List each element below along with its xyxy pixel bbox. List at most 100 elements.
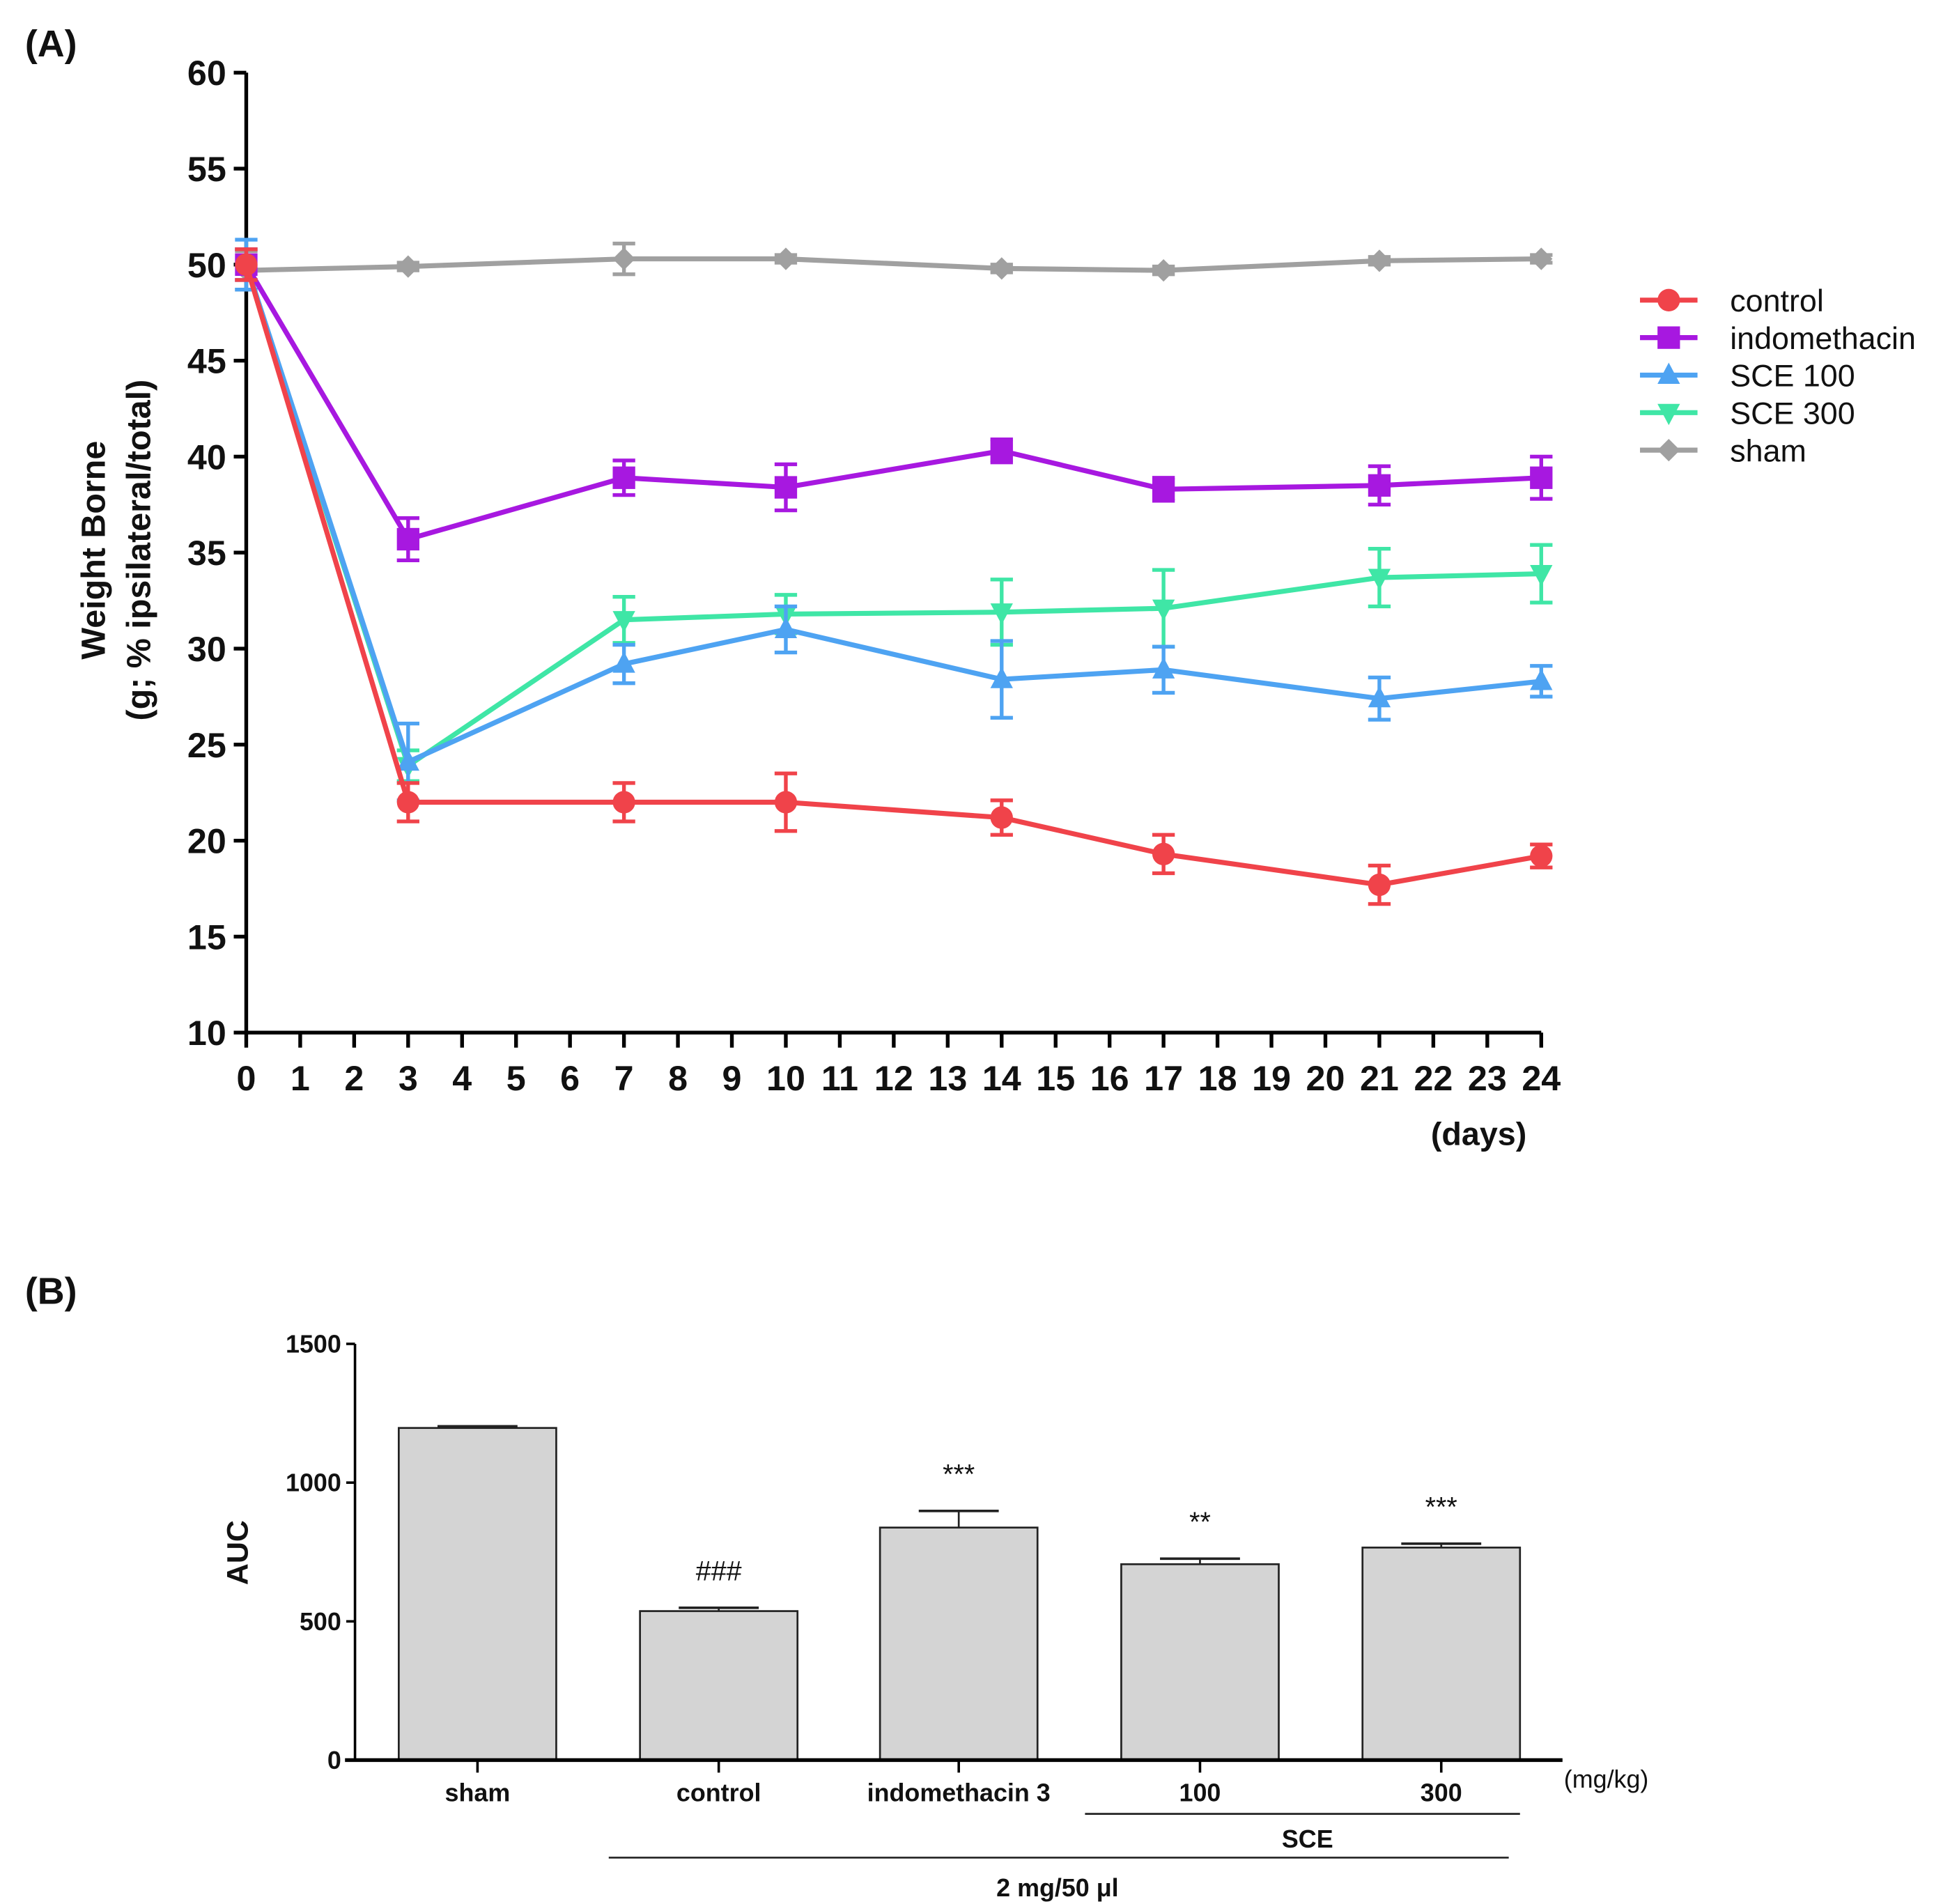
legend-marker — [1657, 438, 1680, 462]
series-line — [246, 256, 1542, 273]
data-point — [396, 791, 419, 814]
data-point — [612, 466, 635, 489]
bar — [639, 1610, 799, 1761]
y-tick-label: 500 — [300, 1608, 341, 1636]
x-tick-label: 10 — [766, 1059, 805, 1098]
data-point — [1152, 842, 1175, 866]
x-tick-label: 17 — [1144, 1059, 1183, 1098]
bar-group: control ### — [639, 1556, 799, 1807]
x-tick-label: 7 — [614, 1059, 634, 1098]
series-line — [244, 263, 1542, 766]
legend-label: control — [1730, 283, 1824, 318]
data-point — [235, 253, 258, 277]
bar-group: 300 *** — [1361, 1492, 1522, 1807]
y-tick-label: 40 — [187, 438, 226, 477]
data-point — [1368, 568, 1391, 591]
x-tick-label: 4 — [452, 1059, 472, 1098]
panel-b-unit-label: (mg/kg) — [1564, 1765, 1649, 1793]
y-tick-label: 15 — [187, 918, 226, 957]
x-tick-label: 0 — [236, 1059, 256, 1098]
legend-label: SCE 300 — [1730, 395, 1855, 431]
x-tick-label: 18 — [1198, 1059, 1237, 1098]
data-point — [990, 603, 1013, 625]
y-tick-label: 0 — [327, 1747, 341, 1774]
x-tick-label: 23 — [1468, 1059, 1507, 1098]
data-point — [1530, 247, 1553, 270]
x-tick-label: 12 — [874, 1059, 913, 1098]
y-tick-label: 50 — [187, 246, 226, 285]
data-point — [990, 667, 1013, 688]
x-tick-label: 19 — [1252, 1059, 1291, 1098]
legend-item: SCE 300 — [1640, 395, 1855, 431]
legend-marker — [1657, 288, 1680, 311]
data-point — [1152, 478, 1175, 501]
series-sce-100 — [235, 238, 1553, 803]
data-point — [1152, 599, 1175, 621]
legend-item: sham — [1640, 433, 1806, 468]
panel-a-ylabel-line2: (g; % ipsilateral/total) — [120, 380, 157, 721]
data-point — [612, 791, 635, 814]
y-tick-label: 30 — [187, 630, 226, 669]
series-sce-300 — [235, 247, 1553, 783]
data-point — [1368, 686, 1391, 708]
data-point — [774, 476, 798, 499]
series-line — [244, 263, 1542, 543]
x-tick-label: 16 — [1090, 1059, 1129, 1098]
y-tick-label: 55 — [187, 150, 226, 189]
x-tick-label: control — [676, 1779, 761, 1807]
x-tick-label: 6 — [560, 1059, 580, 1098]
x-tick-label: 22 — [1414, 1059, 1453, 1098]
legend-marker — [1657, 326, 1680, 349]
data-point — [612, 651, 635, 673]
x-tick-label: 24 — [1522, 1059, 1561, 1098]
panel-b-ylabel: AUC — [221, 1520, 254, 1585]
panel-b-label: (B) — [25, 1271, 77, 1313]
y-tick-label: 1500 — [286, 1331, 341, 1359]
x-tick-label: 3 — [398, 1059, 418, 1098]
panel-b-sce-group-label: SCE — [1282, 1825, 1333, 1853]
x-tick-label: sham — [445, 1779, 511, 1807]
x-tick-label: 11 — [821, 1059, 858, 1098]
significance-annotation: *** — [943, 1459, 975, 1489]
y-tick-label: 25 — [187, 726, 226, 765]
data-point — [1530, 668, 1553, 690]
x-tick-label: 2 — [344, 1059, 364, 1098]
panel-a-xlabel: (days) — [1431, 1116, 1526, 1152]
bar-group: 100 ** — [1120, 1507, 1280, 1807]
x-tick-label: indomethacin 3 — [867, 1779, 1051, 1807]
x-tick-label: 8 — [668, 1059, 688, 1098]
legend-label: SCE 100 — [1730, 358, 1855, 394]
series-line — [244, 263, 1542, 770]
x-tick-label: 14 — [982, 1059, 1021, 1098]
data-point — [1530, 466, 1553, 489]
x-tick-label: 13 — [928, 1059, 967, 1098]
x-tick-label: 9 — [722, 1059, 742, 1098]
data-point — [990, 806, 1013, 829]
panel-a-ylabel-line1: Weight Borne — [75, 441, 113, 660]
data-point — [774, 617, 798, 639]
legend-item: indomethacin — [1640, 320, 1916, 356]
data-point — [1368, 249, 1391, 272]
series-sham — [235, 241, 1553, 292]
series-control — [235, 247, 1553, 906]
data-point — [1152, 657, 1175, 679]
x-tick-label: 15 — [1036, 1059, 1075, 1098]
series-line — [244, 263, 1542, 888]
legend-label: sham — [1730, 433, 1806, 468]
data-point — [612, 611, 635, 633]
panel-b-dose-group-label: 2 mg/50 μl — [996, 1874, 1118, 1902]
y-tick-label: 45 — [187, 342, 226, 381]
data-point — [1368, 873, 1391, 897]
significance-annotation: ### — [696, 1556, 742, 1586]
data-point — [1368, 474, 1391, 497]
panel-b-bar-chart: 0 500 1000 1500 sham control ### indomethacin 3… — [286, 1331, 1563, 1807]
data-point — [396, 749, 419, 771]
data-point — [612, 247, 635, 270]
legend-label: indomethacin — [1730, 320, 1916, 356]
data-point — [1530, 564, 1553, 587]
y-tick-label: 20 — [187, 822, 226, 861]
y-tick-label: 1000 — [286, 1469, 341, 1497]
significance-annotation: *** — [1425, 1492, 1457, 1522]
